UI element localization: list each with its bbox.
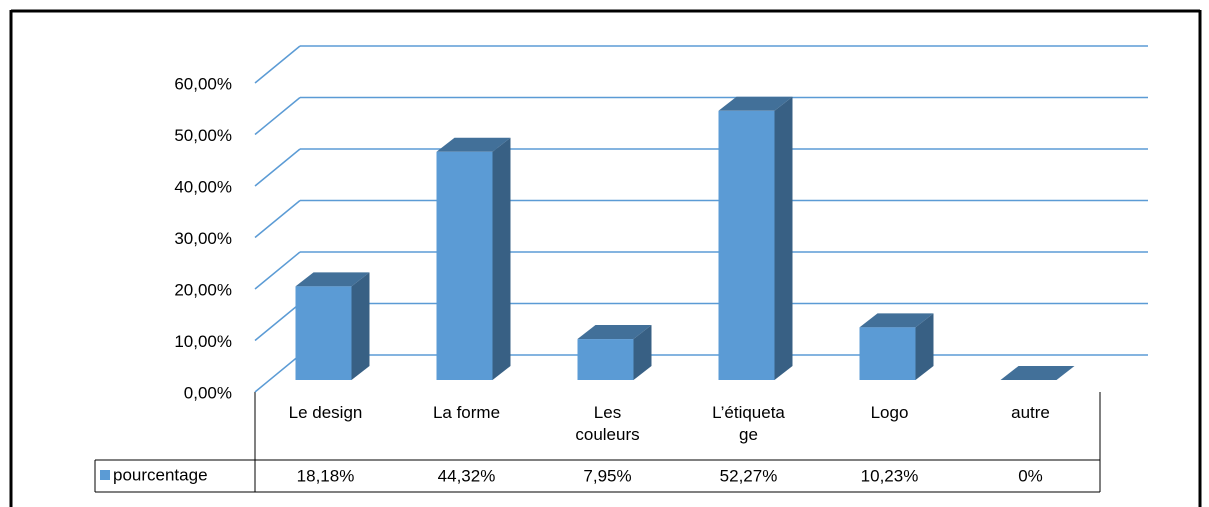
grid-line-side	[254, 96, 301, 136]
x-tick-label: L’étiquetage	[712, 403, 785, 444]
y-tick-label: 20,00%	[174, 280, 232, 299]
data-label: 18,18%	[297, 466, 355, 485]
data-table	[94, 392, 1101, 493]
data-label: 0%	[1018, 466, 1043, 485]
bar-top	[1000, 366, 1075, 380]
bar	[295, 286, 352, 380]
grid-line-side	[254, 302, 301, 342]
bar-top	[859, 313, 934, 328]
bar	[859, 327, 916, 380]
y-tick-label: 30,00%	[174, 229, 232, 248]
x-tick-label: Le design	[288, 403, 363, 422]
x-tick-label: autre	[1011, 403, 1050, 422]
legend-label: pourcentage	[113, 465, 208, 484]
data-label: 44,32%	[438, 466, 496, 485]
legend-key	[100, 470, 110, 480]
data-label: 10,23%	[861, 466, 919, 485]
bar-top	[295, 272, 370, 287]
category-cell: Logo	[819, 402, 960, 424]
data-label: 52,27%	[720, 466, 778, 485]
bar-top	[436, 137, 511, 152]
y-tick-label: 0,00%	[184, 383, 232, 402]
grid-line-side	[254, 45, 301, 84]
bar	[436, 151, 493, 380]
bar-side	[633, 325, 652, 380]
y-tick-label: 60,00%	[174, 74, 232, 93]
bar	[577, 339, 634, 380]
y-tick-label: 50,00%	[174, 126, 232, 145]
category-cell: La forme	[396, 402, 537, 424]
bar-side	[351, 272, 370, 380]
x-tick-label: Les couleurs	[575, 403, 640, 444]
bar-top	[718, 96, 793, 111]
bar-side	[492, 137, 511, 380]
y-tick-label: 10,00%	[174, 332, 232, 351]
category-cell: Les couleurs	[537, 402, 678, 446]
grid-line-side	[254, 251, 301, 290]
category-cell: Le design	[255, 402, 396, 424]
data-label: 7,95%	[583, 466, 631, 485]
grid-line-side	[254, 148, 301, 187]
x-tick-label: La forme	[432, 403, 501, 422]
grid-line-side	[254, 199, 301, 239]
category-cell: autre	[960, 402, 1101, 424]
x-tick-label: Logo	[870, 403, 909, 422]
bar-top	[577, 325, 652, 340]
bar-side	[774, 96, 793, 380]
bar	[718, 110, 775, 380]
category-cell: L’étiquetage	[678, 402, 819, 446]
bar-side	[915, 313, 934, 380]
grid-line-side	[254, 354, 301, 393]
y-tick-label: 40,00%	[174, 177, 232, 196]
